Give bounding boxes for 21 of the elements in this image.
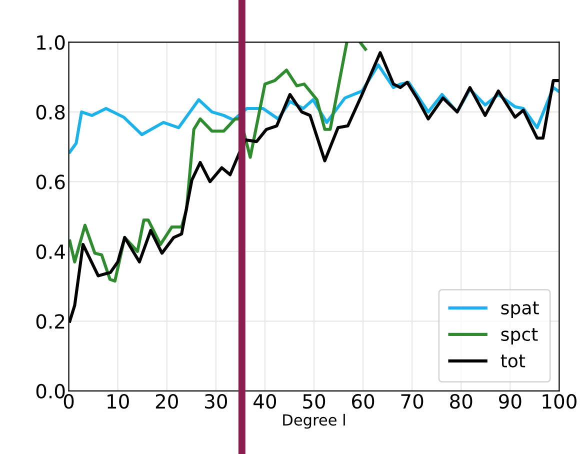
x-tick-label: 80 <box>450 394 472 409</box>
y-tick-label: 0.0 <box>36 384 65 399</box>
y-tick-label: 0.8 <box>36 104 65 120</box>
x-tick-label: 60 <box>352 394 374 409</box>
x-tick-label: 10 <box>108 394 129 409</box>
y-tick-label: 1.0 <box>37 35 65 50</box>
y-tick-label: 0.6 <box>36 174 65 190</box>
y-tick-label: 0.2 <box>36 314 64 329</box>
legend-label: spat <box>501 302 539 318</box>
legend-label: spct <box>501 328 538 345</box>
x-tick-label: 0 <box>64 394 74 409</box>
x-tick-label: 20 <box>156 394 178 409</box>
legend-label: tot <box>500 354 526 368</box>
x-tick-label: 50 <box>303 394 326 409</box>
x-tick-label: 30 <box>205 394 227 409</box>
x-axis-title: Degree l <box>283 414 345 429</box>
x-tick-label: 100 <box>542 394 576 409</box>
x-tick-label: 70 <box>401 394 424 409</box>
x-tick-label: 40 <box>254 394 276 409</box>
x-tick-label: 90 <box>499 394 522 409</box>
y-tick-label: 0.4 <box>36 244 65 260</box>
